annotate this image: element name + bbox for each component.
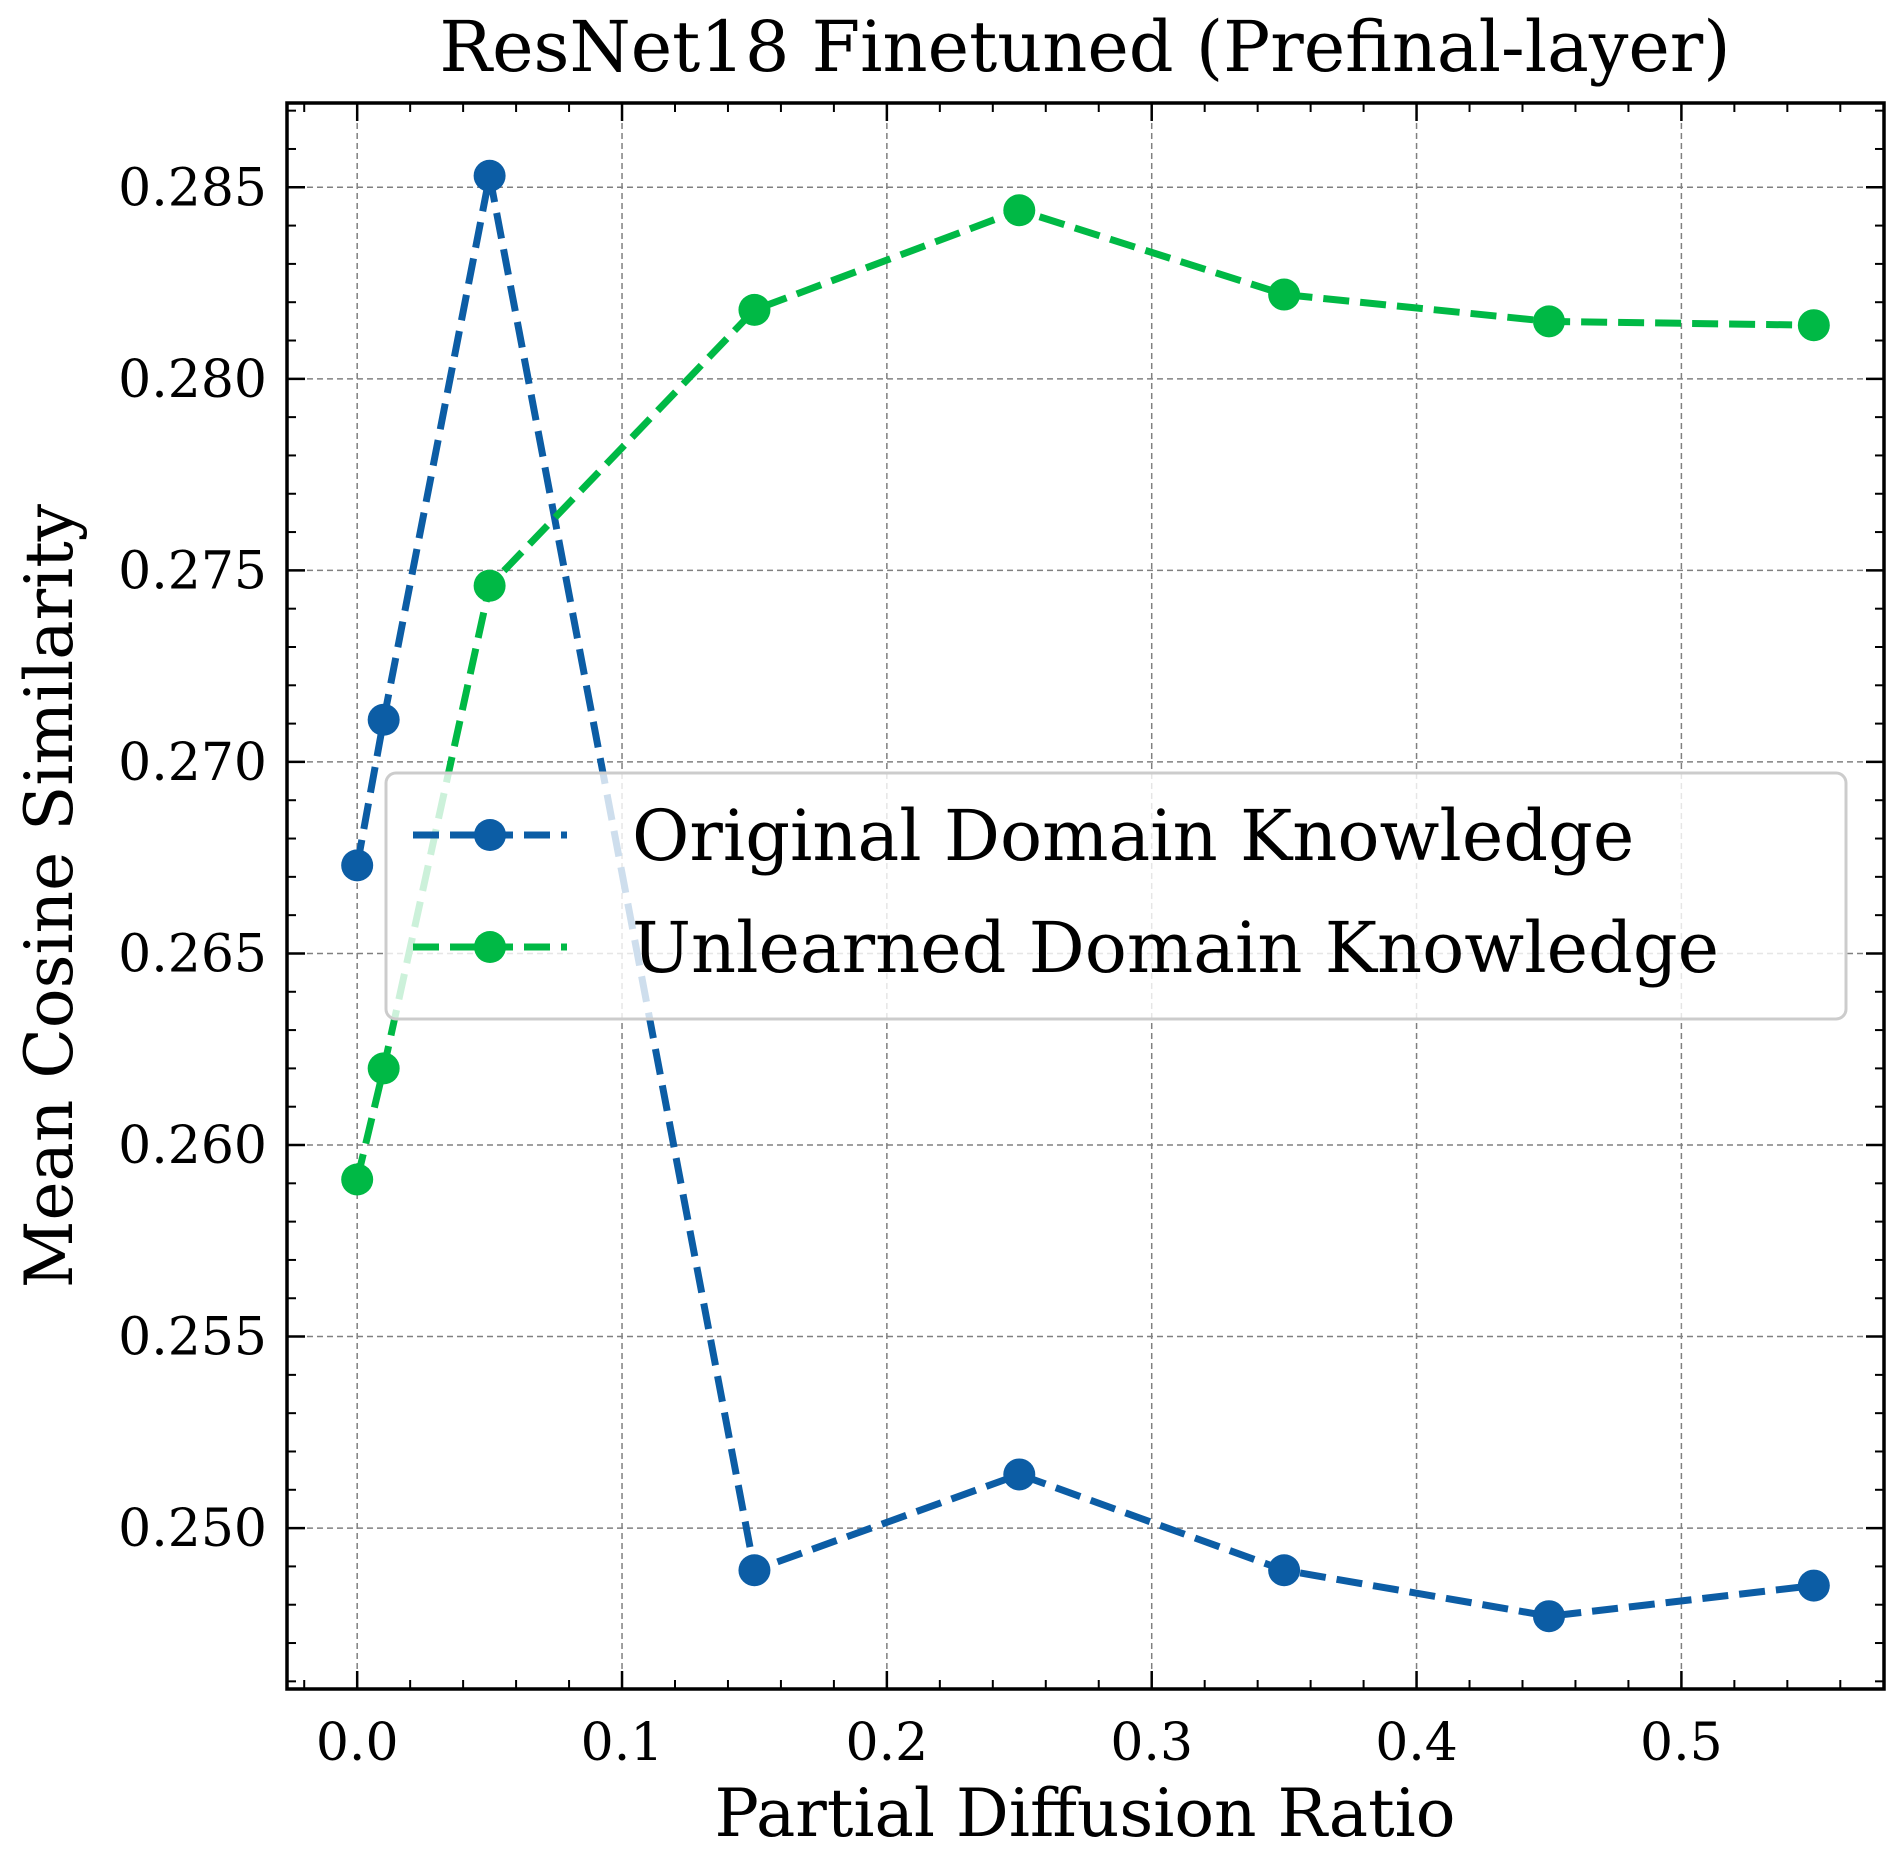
series-1-point: [367, 1052, 400, 1085]
series-0-point: [473, 159, 506, 192]
x-tick-label: 0.4: [1375, 1713, 1458, 1773]
y-tick-label: 0.255: [118, 1308, 267, 1368]
y-axis-label: Mean Cosine Similarity: [11, 503, 88, 1288]
series-0-point: [1797, 1569, 1830, 1602]
series-0-point: [367, 703, 400, 736]
plot-frame: [285, 101, 1886, 1691]
y-tick-label: 0.250: [118, 1499, 267, 1559]
chart-title: ResNet18 Finetuned (Prefinal-layer): [439, 6, 1730, 88]
y-tick-label: 0.260: [118, 1116, 267, 1176]
y-tick-label: 0.270: [118, 733, 267, 793]
series-1-point: [473, 569, 506, 602]
series-1-point: [1532, 305, 1565, 338]
series-line-0: [353, 172, 1815, 1620]
series-0-point: [738, 1554, 771, 1587]
series-1-point: [1003, 194, 1036, 227]
legend-label-original: Original Domain Knowledge: [632, 795, 1634, 877]
series-1-point: [1797, 309, 1830, 342]
series-0-point: [341, 849, 374, 882]
x-tick-label: 0.1: [581, 1713, 664, 1773]
series-1-point: [1268, 278, 1301, 311]
y-tick-label: 0.265: [118, 924, 267, 984]
x-tick-label: 0.5: [1640, 1713, 1723, 1773]
x-tick-labels: 0.0 0.1 0.2 0.3 0.4 0.5: [316, 1713, 1723, 1773]
series-1-point: [341, 1163, 374, 1196]
series-1-point: [738, 293, 771, 326]
y-tick-label: 0.275: [118, 541, 267, 601]
x-tick-label: 0.3: [1110, 1713, 1193, 1773]
legend-label-unlearned: Unlearned Domain Knowledge: [632, 907, 1719, 989]
y-tick-label: 0.280: [118, 350, 267, 410]
y-tick-label: 0.285: [118, 158, 267, 218]
series-0-point: [1268, 1554, 1301, 1587]
legend-marker-original: [474, 819, 506, 851]
x-tick-label: 0.0: [316, 1713, 399, 1773]
y-tick-labels: 0.250 0.255 0.260 0.265 0.270 0.275 0.280 0.285: [118, 158, 267, 1559]
x-tick-label: 0.2: [846, 1713, 929, 1773]
series-0-point: [1532, 1600, 1565, 1633]
legend-box: [384, 771, 1848, 1021]
series-0-point: [1003, 1458, 1036, 1491]
legend-marker-unlearned: [474, 931, 506, 963]
x-axis-label: Partial Diffusion Ratio: [715, 1775, 1456, 1852]
legend: Original Domain Knowledge Unlearned Doma…: [384, 771, 1848, 1021]
